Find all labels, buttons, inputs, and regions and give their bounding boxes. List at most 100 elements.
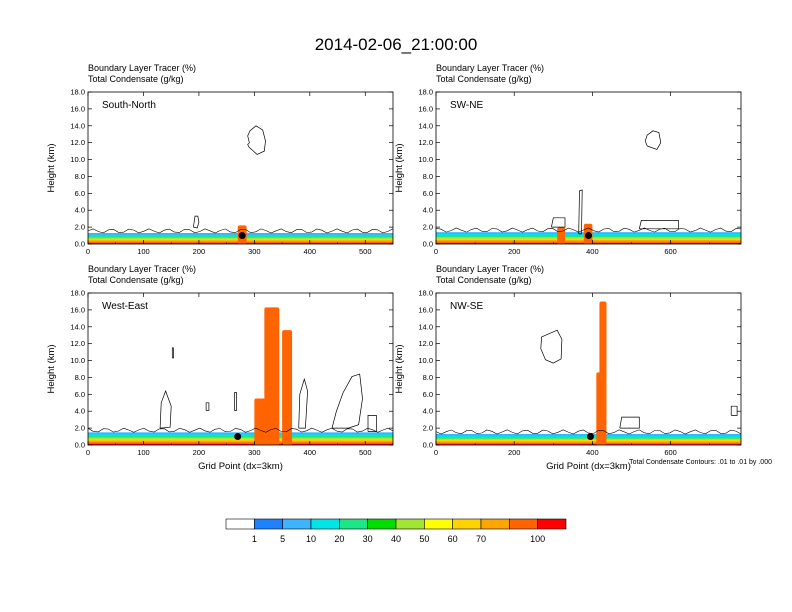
y-tick-label: 0.0 bbox=[423, 441, 433, 450]
panel-sw-ne: Boundary Layer Tracer (%)Total Condensat… bbox=[394, 63, 742, 256]
x-tick-label: 500 bbox=[359, 448, 372, 457]
colorbar-label: 100 bbox=[530, 534, 545, 544]
colorbar-label: 40 bbox=[391, 534, 401, 544]
y-tick-label: 16.0 bbox=[70, 104, 85, 113]
panel-label: NW-SE bbox=[450, 301, 483, 312]
panel-label: West-East bbox=[102, 301, 148, 312]
y-tick-label: 0.0 bbox=[423, 240, 433, 249]
x-tick-label: 300 bbox=[248, 448, 261, 457]
figure-title: 2014-02-06_21:00:00 bbox=[315, 35, 478, 54]
tracer-layer bbox=[88, 443, 393, 445]
y-tick-label: 8.0 bbox=[75, 172, 85, 181]
tracer-layer bbox=[436, 440, 741, 443]
x-tick-label: 200 bbox=[193, 448, 206, 457]
condensate-contour bbox=[551, 217, 566, 228]
boundary-contour bbox=[88, 427, 393, 433]
plot-frame bbox=[87, 292, 394, 446]
y-tick-label: 4.0 bbox=[75, 407, 85, 416]
x-tick-label: 200 bbox=[193, 247, 206, 256]
tracer-layer bbox=[88, 441, 393, 444]
colorbar-label: 1 bbox=[252, 534, 257, 544]
plot-area bbox=[88, 92, 393, 244]
colorbar-swatch bbox=[537, 518, 567, 530]
x-tick-label: 400 bbox=[304, 448, 317, 457]
y-axis-label: Height (km) bbox=[46, 344, 57, 393]
condensate-contour bbox=[234, 392, 237, 411]
tracer-layer bbox=[88, 438, 393, 441]
location-marker bbox=[586, 433, 594, 441]
colorbar-swatch bbox=[452, 518, 482, 530]
condensate-contour bbox=[205, 402, 210, 411]
convective-cell bbox=[596, 372, 605, 445]
y-tick-label: 2.0 bbox=[75, 424, 85, 433]
location-marker bbox=[585, 232, 592, 240]
y-axis-label: Height (km) bbox=[46, 143, 57, 192]
condensate-contour bbox=[171, 347, 174, 359]
condensate-contour bbox=[298, 377, 308, 429]
condensate-contour bbox=[193, 215, 200, 229]
boundary-contour bbox=[436, 227, 741, 233]
y-tick-label: 6.0 bbox=[423, 189, 433, 198]
condensate-contour bbox=[578, 189, 583, 235]
colorbar-swatch bbox=[339, 518, 368, 530]
convective-cell bbox=[282, 330, 293, 445]
x-tick-label: 200 bbox=[508, 448, 521, 457]
y-tick-label: 14.0 bbox=[70, 121, 85, 130]
condensate-contour bbox=[730, 405, 738, 416]
panel-subtitle-condensate: Total Condensate (g/kg) bbox=[88, 275, 184, 285]
x-tick-label: 400 bbox=[586, 247, 599, 256]
x-tick-label: 300 bbox=[248, 247, 261, 256]
panel-label: SW-NE bbox=[450, 100, 483, 111]
y-tick-label: 12.0 bbox=[70, 138, 85, 147]
y-tick-label: 4.0 bbox=[423, 206, 433, 215]
panel-subtitle-tracer: Boundary Layer Tracer (%) bbox=[88, 63, 196, 73]
y-tick-label: 10.0 bbox=[70, 155, 85, 164]
tracer-layer bbox=[436, 439, 741, 442]
plot-content bbox=[88, 125, 393, 244]
y-tick-label: 14.0 bbox=[70, 322, 85, 331]
y-tick-label: 16.0 bbox=[418, 104, 433, 113]
colorbar-swatch bbox=[509, 518, 538, 530]
y-tick-label: 4.0 bbox=[423, 407, 433, 416]
y-tick-label: 16.0 bbox=[418, 305, 433, 314]
colorbar-swatch bbox=[282, 518, 312, 530]
contour-footnote: Total Condensate Contours: .01 to .01 by… bbox=[629, 459, 772, 466]
y-tick-label: 2.0 bbox=[423, 223, 433, 232]
panel-subtitle-condensate: Total Condensate (g/kg) bbox=[88, 74, 184, 84]
plot-frame bbox=[435, 292, 742, 446]
x-tick-label: 400 bbox=[304, 247, 317, 256]
panel-subtitle-tracer: Boundary Layer Tracer (%) bbox=[436, 264, 544, 274]
y-tick-label: 2.0 bbox=[423, 424, 433, 433]
x-axis-label: Grid Point (dx=3km) bbox=[546, 461, 631, 472]
x-axis-label: Grid Point (dx=3km) bbox=[198, 461, 283, 472]
tracer-layer bbox=[88, 440, 393, 443]
y-tick-label: 8.0 bbox=[423, 373, 433, 382]
location-marker bbox=[238, 232, 246, 240]
colorbar-swatch bbox=[254, 518, 283, 530]
y-tick-label: 14.0 bbox=[418, 121, 433, 130]
panel-south-north: Boundary Layer Tracer (%)Total Condensat… bbox=[46, 63, 394, 256]
condensate-contour bbox=[331, 373, 363, 429]
plot-frame bbox=[435, 91, 742, 245]
y-tick-label: 18.0 bbox=[418, 88, 433, 97]
colorbar: 1 5 10 20 30 40 50 60 70 100 bbox=[225, 518, 567, 544]
colorbar-label: 5 bbox=[280, 534, 285, 544]
colorbar-swatch bbox=[225, 518, 255, 530]
condensate-contour bbox=[367, 415, 377, 432]
panels-group: Boundary Layer Tracer (%)Total Condensat… bbox=[46, 63, 742, 472]
tracer-layer bbox=[436, 442, 741, 445]
y-tick-label: 12.0 bbox=[418, 339, 433, 348]
colorbar-swatch bbox=[424, 518, 453, 530]
x-tick-label: 100 bbox=[137, 448, 150, 457]
y-tick-label: 4.0 bbox=[75, 206, 85, 215]
x-tick-label: 0 bbox=[434, 448, 438, 457]
y-tick-label: 6.0 bbox=[75, 189, 85, 198]
y-tick-label: 10.0 bbox=[418, 356, 433, 365]
y-tick-label: 18.0 bbox=[418, 289, 433, 298]
x-tick-label: 100 bbox=[137, 247, 150, 256]
colorbar-swatch bbox=[395, 518, 425, 530]
x-tick-label: 200 bbox=[508, 247, 521, 256]
x-tick-label: 400 bbox=[586, 448, 599, 457]
colorbar-swatch bbox=[480, 518, 510, 530]
condensate-contour bbox=[540, 329, 563, 364]
